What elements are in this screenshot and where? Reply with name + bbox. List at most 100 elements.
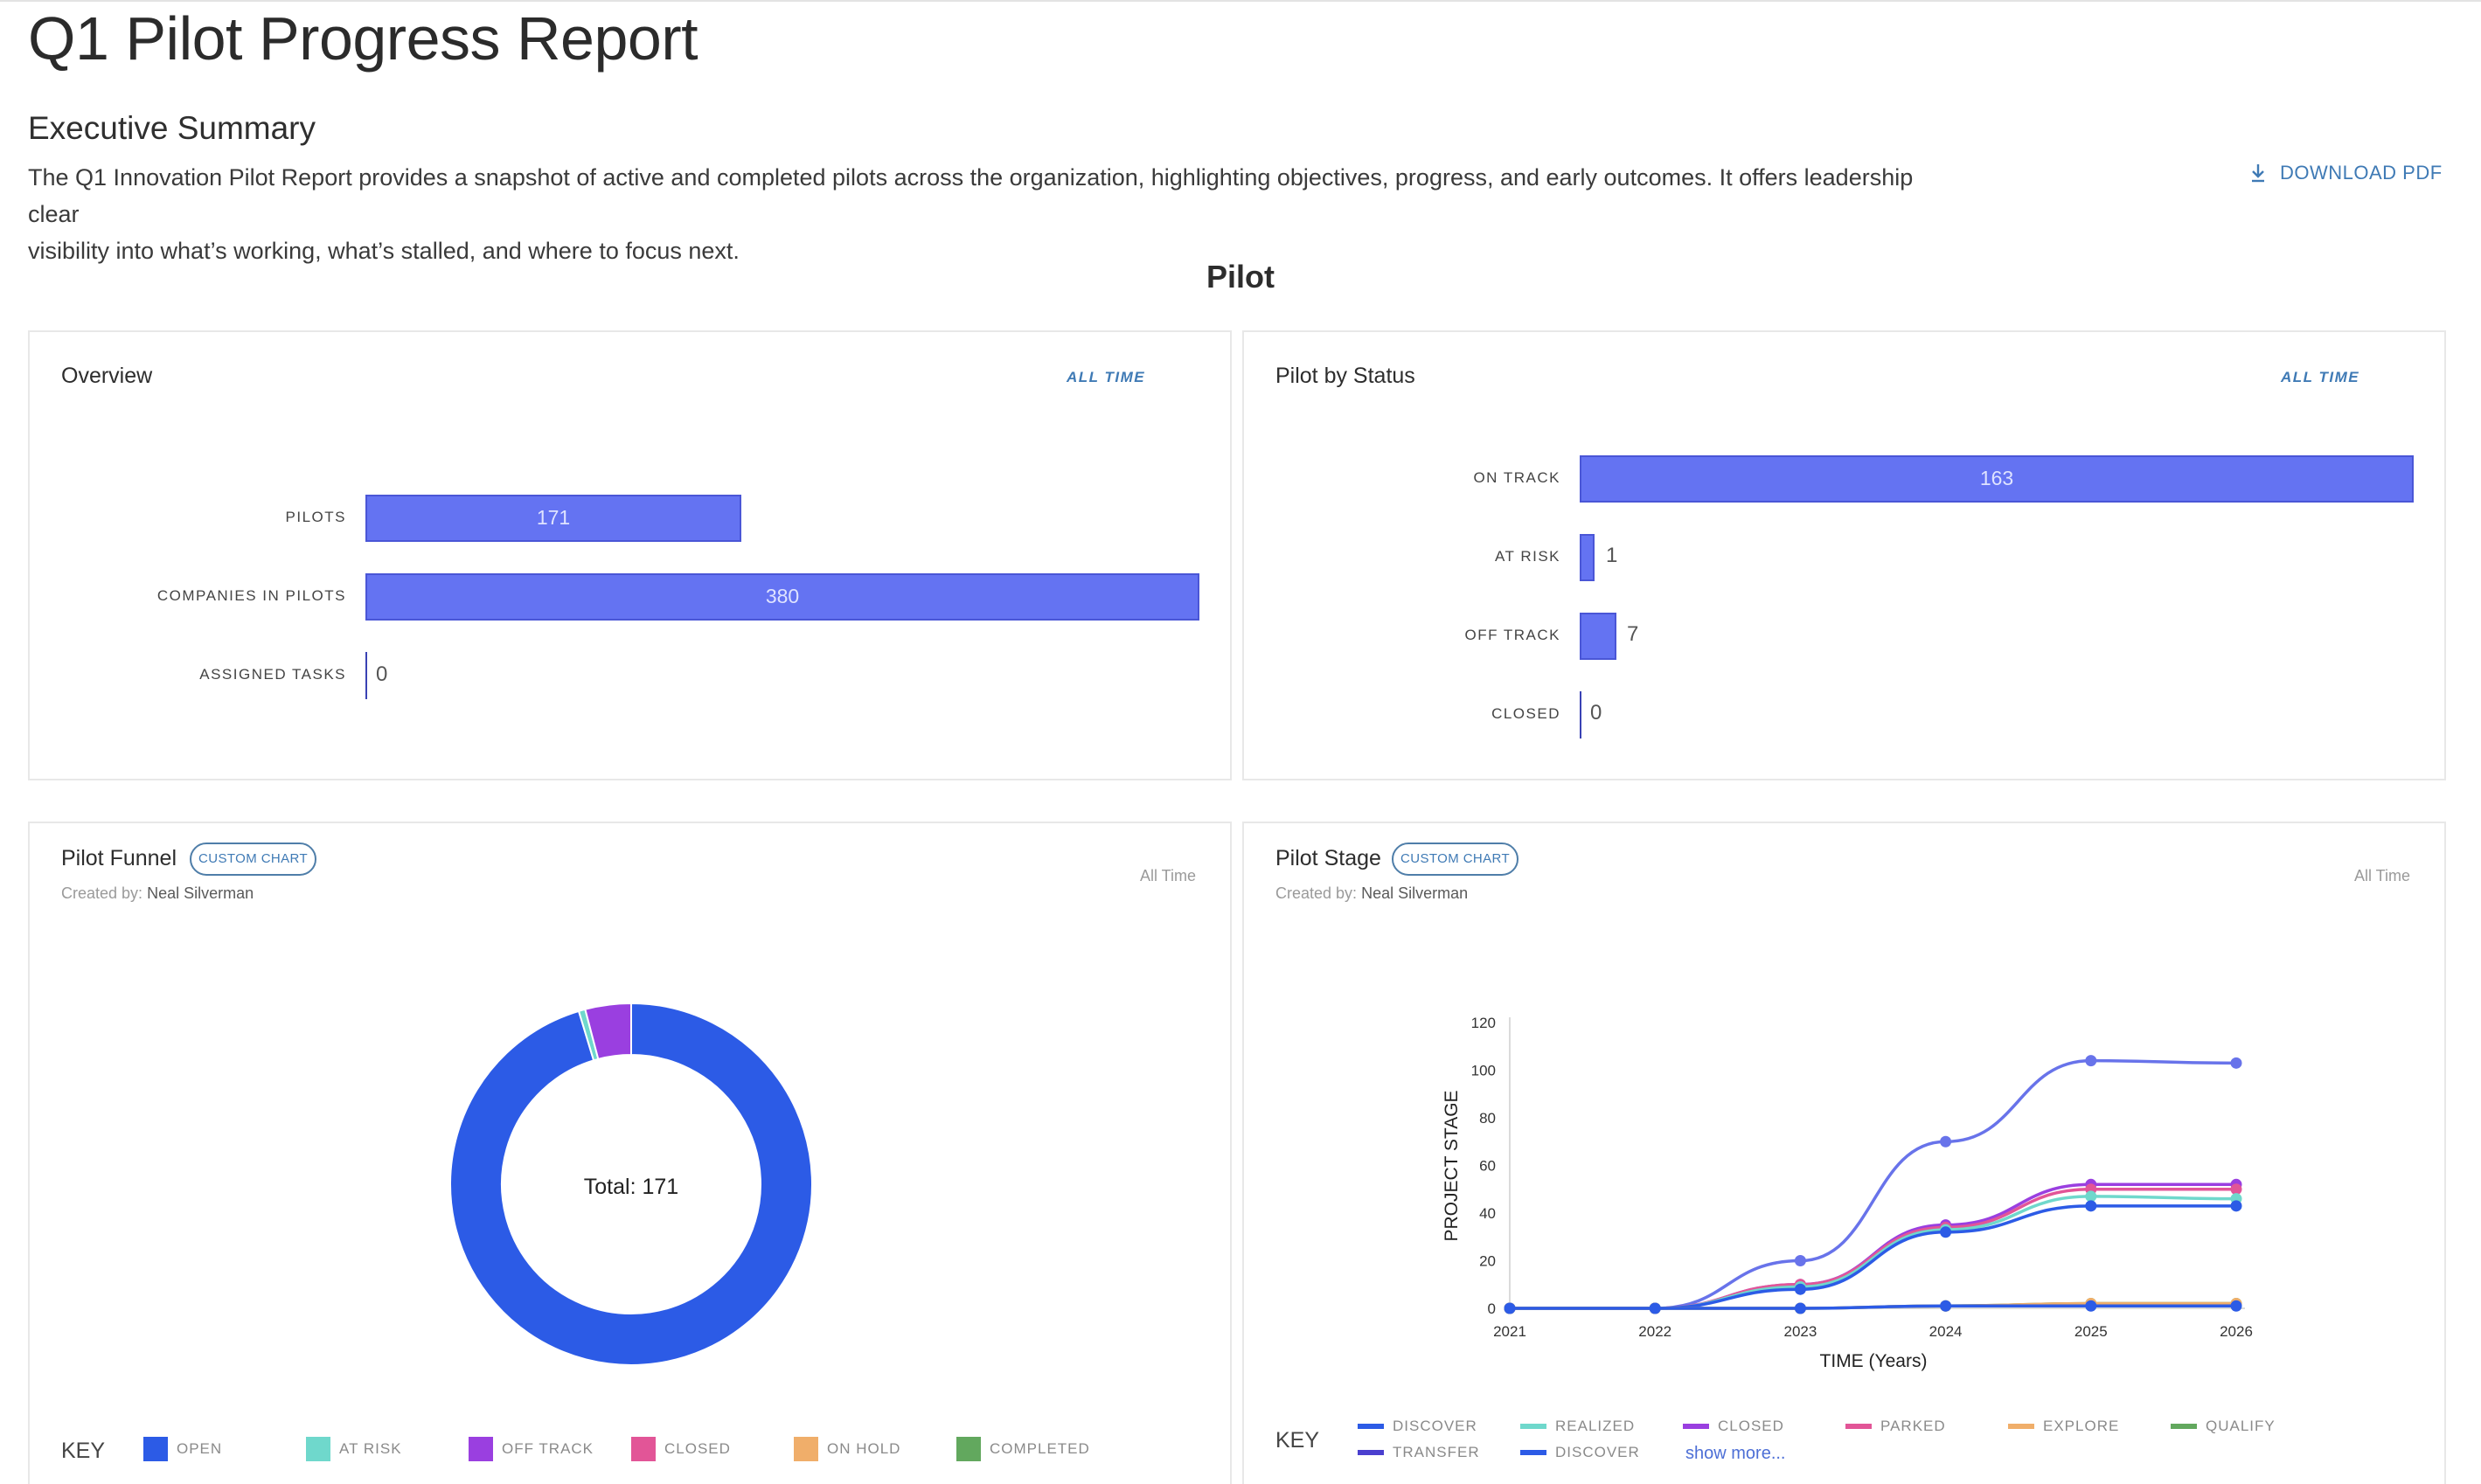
legend-item[interactable]: DISCOVER xyxy=(1520,1444,1640,1461)
bar-value: 380 xyxy=(765,585,800,607)
data-point[interactable] xyxy=(2230,1200,2242,1212)
created-by-prefix: Created by: xyxy=(61,884,143,902)
data-point[interactable] xyxy=(2230,1300,2242,1312)
legend-label: REALIZED xyxy=(1555,1418,1636,1434)
legend-item[interactable]: EXPLORE xyxy=(2008,1418,2119,1435)
data-point[interactable] xyxy=(1940,1300,1952,1312)
data-point[interactable] xyxy=(1649,1302,1661,1314)
donut-chart: Total: 171 xyxy=(449,1002,813,1366)
legend-item[interactable]: PARKED xyxy=(1845,1418,1946,1435)
legend-swatch xyxy=(306,1437,330,1461)
bar-at-risk[interactable] xyxy=(1580,534,1595,581)
download-pdf-button[interactable]: DOWNLOAD PDF xyxy=(2250,162,2443,184)
series-line-7[interactable] xyxy=(1510,1304,2236,1310)
legend-label: DISCOVER xyxy=(1393,1418,1477,1434)
x-tick-label: 2021 xyxy=(1493,1323,1526,1340)
bar-label: PILOTS xyxy=(285,509,346,525)
legend-item[interactable]: TRANSFER xyxy=(1358,1444,1480,1461)
executive-summary-text: The Q1 Innovation Pilot Report provides … xyxy=(28,159,1951,269)
legend-swatch xyxy=(956,1437,981,1461)
key-title: KEY xyxy=(61,1439,106,1463)
created-by-name: Neal Silverman xyxy=(1361,884,1469,902)
legend-label: QUALIFY xyxy=(2206,1418,2276,1434)
legend-item[interactable]: CLOSED xyxy=(1683,1418,1784,1435)
time-range-selector[interactable]: ALL TIME xyxy=(2281,369,2360,385)
legend-item[interactable]: COMPLETED xyxy=(956,1437,1090,1461)
y-tick-label: 0 xyxy=(1488,1300,1496,1317)
legend-label: COMPLETED xyxy=(990,1440,1090,1457)
legend-swatch xyxy=(1520,1424,1546,1429)
legend-item[interactable]: OFF TRACK xyxy=(469,1437,594,1461)
time-range-selector[interactable]: ALL TIME xyxy=(1067,369,1146,385)
data-point[interactable] xyxy=(1794,1283,1806,1295)
download-icon xyxy=(2252,164,2264,183)
summary-line: visibility into what’s working, what’s s… xyxy=(28,238,740,264)
custom-chart-badge[interactable]: CUSTOM CHART xyxy=(1392,843,1519,876)
donut-slice-off-track[interactable] xyxy=(584,1002,632,1061)
data-point[interactable] xyxy=(1794,1255,1806,1266)
data-point[interactable] xyxy=(2085,1200,2097,1212)
data-point[interactable] xyxy=(2230,1183,2242,1196)
legend-label: OFF TRACK xyxy=(502,1440,594,1457)
card-title: Overview xyxy=(61,364,153,388)
data-point[interactable] xyxy=(2085,1300,2097,1312)
created-by: Created by: Neal Silverman xyxy=(1275,884,1468,903)
x-axis-label: TIME (Years) xyxy=(1820,1351,1928,1371)
legend-swatch xyxy=(2008,1424,2034,1429)
bar-pilots[interactable] xyxy=(365,495,741,542)
data-point[interactable] xyxy=(1940,1226,1952,1238)
bar-on-track[interactable] xyxy=(1580,455,2414,503)
y-tick-label: 120 xyxy=(1471,1015,1496,1031)
legend-label: AT RISK xyxy=(339,1440,402,1457)
data-point[interactable] xyxy=(2230,1057,2242,1069)
legend-item[interactable]: DISCOVER xyxy=(1358,1418,1477,1435)
series-line-3[interactable] xyxy=(1510,1195,2237,1310)
data-point[interactable] xyxy=(1504,1302,1516,1314)
pilot-section-heading: Pilot xyxy=(1206,259,1275,295)
bar-value: 163 xyxy=(1979,467,2014,489)
legend-label: CLOSED xyxy=(664,1440,731,1457)
bar-off-track[interactable] xyxy=(1580,613,1616,660)
y-axis-label: PROJECT STAGE xyxy=(1442,1090,1462,1241)
legend-label: CLOSED xyxy=(1718,1418,1784,1434)
bar-label: OFF TRACK xyxy=(1464,627,1560,643)
x-tick-label: 2026 xyxy=(2220,1323,2253,1340)
x-tick-label: 2024 xyxy=(1929,1323,1963,1340)
legend-swatch xyxy=(1358,1424,1384,1429)
legend-item[interactable]: AT RISK xyxy=(306,1437,402,1461)
summary-line: The Q1 Innovation Pilot Report provides … xyxy=(28,164,1914,227)
bar-label: ASSIGNED TASKS xyxy=(199,666,346,683)
data-point[interactable] xyxy=(1794,1302,1806,1314)
legend-item[interactable]: ON HOLD xyxy=(794,1437,900,1461)
legend-item[interactable]: QUALIFY xyxy=(2171,1418,2276,1435)
time-range-label[interactable]: All Time xyxy=(1140,867,1197,884)
data-point[interactable] xyxy=(1940,1135,1952,1148)
y-tick-label: 20 xyxy=(1479,1253,1496,1270)
bar-value: 0 xyxy=(1590,701,1602,725)
legend-swatch xyxy=(1683,1424,1709,1429)
created-by-name: Neal Silverman xyxy=(147,884,254,902)
legend-item[interactable]: REALIZED xyxy=(1520,1418,1635,1435)
legend-label: TRANSFER xyxy=(1393,1444,1480,1460)
y-tick-label: 80 xyxy=(1479,1110,1496,1127)
legend-label: OPEN xyxy=(177,1440,223,1457)
custom-chart-badge[interactable]: CUSTOM CHART xyxy=(190,843,317,876)
donut-slice-open[interactable] xyxy=(449,1002,813,1366)
bar-assigned-tasks[interactable] xyxy=(365,652,367,699)
data-point[interactable] xyxy=(2085,1055,2097,1067)
bar-closed[interactable] xyxy=(1580,691,1581,739)
card-title: Pilot Stage xyxy=(1275,846,1381,870)
legend-swatch xyxy=(143,1437,168,1461)
show-more-link[interactable]: show more... xyxy=(1685,1444,1786,1463)
top-divider xyxy=(0,0,2481,2)
time-range-label[interactable]: All Time xyxy=(2354,867,2411,884)
legend-item[interactable]: OPEN xyxy=(143,1437,222,1461)
bar-companies-in-pilots[interactable] xyxy=(365,573,1199,621)
legend-item[interactable]: CLOSED xyxy=(631,1437,731,1461)
legend-swatch xyxy=(1520,1450,1546,1455)
bar-label: CLOSED xyxy=(1491,705,1560,722)
y-tick-label: 60 xyxy=(1479,1158,1496,1175)
y-tick-label: 100 xyxy=(1471,1063,1496,1079)
data-point[interactable] xyxy=(2085,1190,2097,1203)
